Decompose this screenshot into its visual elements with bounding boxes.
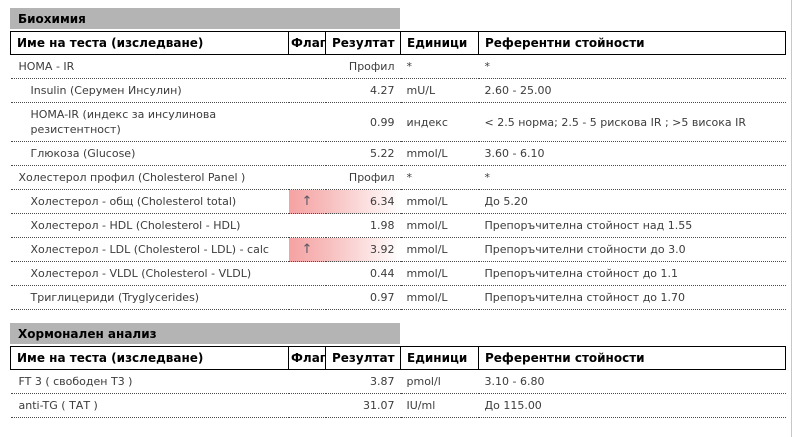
reference-cell: Препоръчителна стойност до 1.1 <box>478 261 786 286</box>
reference-cell: < 2.5 норма; 2.5 - 5 рискова IR ; >5 вис… <box>478 102 786 142</box>
section-title: Биохимия <box>10 8 400 29</box>
units-cell: mmol/L <box>400 141 479 166</box>
flag-cell <box>288 141 326 166</box>
column-header-units: Единици <box>400 31 479 55</box>
section-biochemistry: Биохимия Име на теста (изследване) Флаг … <box>10 8 786 310</box>
test-name-cell: Холестерол - HDL (Cholesterol - HDL) <box>10 213 289 238</box>
units-cell: * <box>400 165 479 190</box>
test-name-cell: FT 3 ( свободен Т3 ) <box>10 369 289 394</box>
results-table-hormonal: Име на теста (изследване) Флаг Резултат … <box>10 346 786 418</box>
test-name-cell: Триглицериди (Tryglycerides) <box>10 285 289 310</box>
test-name-cell: Холестерол - VLDL (Cholesterol - VLDL) <box>10 261 289 286</box>
result-cell: Профил <box>325 54 401 79</box>
column-header-test-name: Име на теста (изследване) <box>10 346 289 370</box>
column-header-result: Резултат <box>325 346 401 370</box>
test-name-cell: Холестерол - общ (Cholesterol total) <box>10 189 289 214</box>
reference-cell: * <box>478 165 786 190</box>
flag-cell <box>288 213 326 238</box>
test-name-cell: Insulin (Серумен Инсулин) <box>10 78 289 103</box>
result-cell: 3.87 <box>325 369 401 394</box>
result-cell: 5.22 <box>325 141 401 166</box>
units-cell: индекс <box>400 102 479 142</box>
result-cell: 0.99 <box>325 102 401 142</box>
flag-cell <box>288 261 326 286</box>
table-header-row: Име на теста (изследване) Флаг Резултат … <box>10 346 786 370</box>
flag-cell <box>288 78 326 103</box>
test-name-cell: anti-TG ( ТАТ ) <box>10 393 289 418</box>
reference-cell: Препоръчителна стойност до 1.70 <box>478 285 786 310</box>
reference-cell: Препоръчителни стойности до 3.0 <box>478 237 786 262</box>
lab-results-page: Биохимия Име на теста (изследване) Флаг … <box>10 8 786 431</box>
column-header-test-name: Име на теста (изследване) <box>10 31 289 55</box>
result-cell: 1.98 <box>325 213 401 238</box>
test-row: Холестерол профил (Cholesterol Panel ) П… <box>10 165 786 190</box>
result-cell: 6.34 <box>325 189 401 214</box>
test-row: Глюкоза (Glucose) 5.22 mmol/L 3.60 - 6.1… <box>10 141 786 166</box>
column-header-reference: Референтни стойности <box>478 346 786 370</box>
flag-cell: ↑ <box>288 237 326 262</box>
flag-up-icon: ↑ <box>301 242 313 257</box>
reference-cell: 3.60 - 6.10 <box>478 141 786 166</box>
test-row: Insulin (Серумен Инсулин) 4.27 mU/L 2.60… <box>10 78 786 103</box>
column-header-reference: Референтни стойности <box>478 31 786 55</box>
units-cell: * <box>400 54 479 79</box>
test-row: HOMA - IR Профил * * <box>10 54 786 79</box>
result-cell: 4.27 <box>325 78 401 103</box>
test-row: Триглицериди (Tryglycerides) 0.97 mmol/L… <box>10 285 786 310</box>
test-row: FT 3 ( свободен Т3 ) 3.87 pmol/l 3.10 - … <box>10 369 786 394</box>
column-header-units: Единици <box>400 346 479 370</box>
test-row: HOMA-IR (индекс за инсулинова резистентн… <box>10 102 786 142</box>
result-cell: 3.92 <box>325 237 401 262</box>
flag-cell <box>288 54 326 79</box>
flag-cell <box>288 393 326 418</box>
test-row: Холестерол - общ (Cholesterol total) ↑ 6… <box>10 189 786 214</box>
section-title: Хормонален анализ <box>10 323 400 344</box>
units-cell: mmol/L <box>400 285 479 310</box>
units-cell: mU/L <box>400 78 479 103</box>
column-header-result: Резултат <box>325 31 401 55</box>
reference-cell: До 115.00 <box>478 393 786 418</box>
test-name-cell: HOMA - IR <box>10 54 289 79</box>
flag-cell <box>288 165 326 190</box>
units-cell: mmol/L <box>400 213 479 238</box>
table-header-row: Име на теста (изследване) Флаг Резултат … <box>10 31 786 55</box>
test-row: Холестерол - VLDL (Cholesterol - VLDL) 0… <box>10 261 786 286</box>
flag-up-icon: ↑ <box>301 194 313 209</box>
test-name-cell: Холестерол профил (Cholesterol Panel ) <box>10 165 289 190</box>
reference-cell: До 5.20 <box>478 189 786 214</box>
test-name-cell: Холестерол - LDL (Cholesterol - LDL) - c… <box>10 237 289 262</box>
units-cell: mmol/L <box>400 237 479 262</box>
flag-cell <box>288 369 326 394</box>
test-row: Холестерол - HDL (Cholesterol - HDL) 1.9… <box>10 213 786 238</box>
column-header-flag: Флаг <box>288 346 326 370</box>
test-row: anti-TG ( ТАТ ) 31.07 IU/ml До 115.00 <box>10 393 786 418</box>
reference-cell: 3.10 - 6.80 <box>478 369 786 394</box>
units-cell: mmol/L <box>400 189 479 214</box>
units-cell: pmol/l <box>400 369 479 394</box>
test-name-cell: Глюкоза (Glucose) <box>10 141 289 166</box>
flag-cell <box>288 285 326 310</box>
flag-cell: ↑ <box>288 189 326 214</box>
reference-cell: 2.60 - 25.00 <box>478 78 786 103</box>
test-row: Холестерол - LDL (Cholesterol - LDL) - c… <box>10 237 786 262</box>
flag-cell <box>288 102 326 142</box>
column-header-flag: Флаг <box>288 31 326 55</box>
reference-cell: Препоръчителна стойност над 1.55 <box>478 213 786 238</box>
result-cell: 0.44 <box>325 261 401 286</box>
result-cell: Профил <box>325 165 401 190</box>
result-cell: 31.07 <box>325 393 401 418</box>
result-cell: 0.97 <box>325 285 401 310</box>
reference-cell: * <box>478 54 786 79</box>
results-table-biochemistry: Име на теста (изследване) Флаг Резултат … <box>10 31 786 310</box>
section-hormonal-analysis: Хормонален анализ Име на теста (изследва… <box>10 323 786 418</box>
page-frame-border <box>791 0 792 437</box>
units-cell: IU/ml <box>400 393 479 418</box>
test-name-cell: HOMA-IR (индекс за инсулинова резистентн… <box>10 102 289 142</box>
units-cell: mmol/L <box>400 261 479 286</box>
